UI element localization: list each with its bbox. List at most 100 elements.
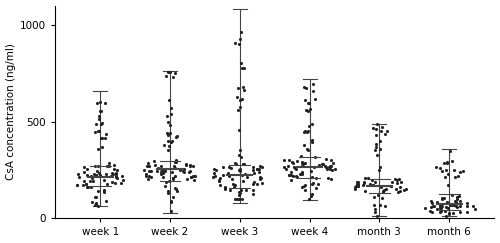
Point	[235, 193, 243, 197]
Point	[91, 164, 99, 168]
Point	[288, 160, 296, 164]
Point	[304, 197, 312, 201]
Point	[285, 158, 293, 162]
Point	[374, 193, 382, 197]
Point	[112, 172, 120, 176]
Point	[368, 178, 376, 182]
Point	[402, 187, 409, 191]
Point	[394, 190, 402, 194]
Y-axis label: CsA concentration (ng/ml): CsA concentration (ng/ml)	[6, 43, 16, 180]
Point	[380, 132, 388, 136]
Point	[242, 188, 250, 192]
Point	[298, 171, 306, 174]
Point	[171, 174, 179, 178]
Point	[162, 74, 170, 78]
Point	[443, 161, 451, 165]
Point	[230, 197, 238, 200]
Point	[440, 209, 448, 213]
Point	[225, 165, 233, 169]
Point	[221, 187, 229, 191]
Point	[86, 179, 94, 183]
Point	[94, 148, 102, 151]
Point	[92, 195, 100, 199]
Point	[239, 85, 247, 88]
Point	[463, 204, 471, 208]
Point	[388, 180, 396, 184]
Point	[156, 172, 164, 175]
Point	[118, 174, 126, 178]
Point	[443, 160, 451, 164]
Point	[453, 195, 461, 199]
Point	[392, 187, 400, 191]
Point	[362, 176, 370, 180]
Point	[285, 173, 293, 176]
Point	[248, 165, 256, 169]
Point	[167, 209, 175, 213]
Point	[382, 187, 390, 191]
Point	[427, 200, 435, 203]
Point	[377, 129, 385, 133]
Point	[396, 189, 404, 193]
Point	[90, 172, 98, 176]
Point	[159, 175, 167, 179]
Point	[352, 184, 360, 188]
Point	[309, 82, 317, 86]
Point	[168, 170, 176, 174]
Point	[144, 161, 152, 165]
Point	[219, 173, 227, 177]
Point	[444, 183, 452, 187]
Point	[164, 98, 172, 102]
Point	[372, 145, 380, 148]
Point	[300, 85, 308, 89]
Point	[236, 169, 244, 173]
Point	[308, 175, 316, 179]
Point	[74, 183, 82, 187]
Point	[308, 192, 316, 196]
Point	[300, 98, 308, 102]
Point	[185, 170, 193, 174]
Point	[190, 174, 198, 178]
Point	[112, 174, 120, 178]
Point	[80, 170, 88, 174]
Point	[170, 71, 178, 75]
Point	[368, 183, 376, 187]
Point	[374, 122, 382, 126]
Point	[167, 106, 175, 110]
Point	[453, 197, 461, 201]
Point	[169, 176, 177, 180]
Point	[379, 190, 387, 194]
Point	[172, 189, 180, 193]
Point	[162, 167, 170, 171]
Point	[304, 109, 312, 113]
Point	[169, 195, 177, 199]
Point	[92, 122, 100, 126]
Point	[371, 207, 379, 211]
Point	[100, 178, 108, 182]
Point	[309, 89, 317, 93]
Point	[249, 168, 257, 172]
Point	[258, 181, 266, 185]
Point	[172, 158, 180, 162]
Point	[304, 148, 312, 152]
Point	[280, 165, 288, 169]
Point	[237, 30, 245, 34]
Point	[190, 178, 198, 182]
Point	[102, 173, 110, 176]
Point	[456, 210, 464, 214]
Point	[172, 135, 180, 139]
Point	[210, 172, 218, 175]
Point	[152, 163, 160, 167]
Point	[376, 165, 384, 169]
Point	[369, 126, 377, 130]
Point	[160, 143, 168, 147]
Point	[239, 179, 247, 182]
Point	[292, 175, 300, 179]
Point	[304, 101, 312, 104]
Point	[168, 76, 176, 79]
Point	[298, 161, 306, 165]
Point	[166, 131, 174, 135]
Point	[372, 148, 380, 152]
Point	[234, 190, 242, 194]
Point	[287, 173, 295, 176]
Point	[82, 182, 90, 186]
